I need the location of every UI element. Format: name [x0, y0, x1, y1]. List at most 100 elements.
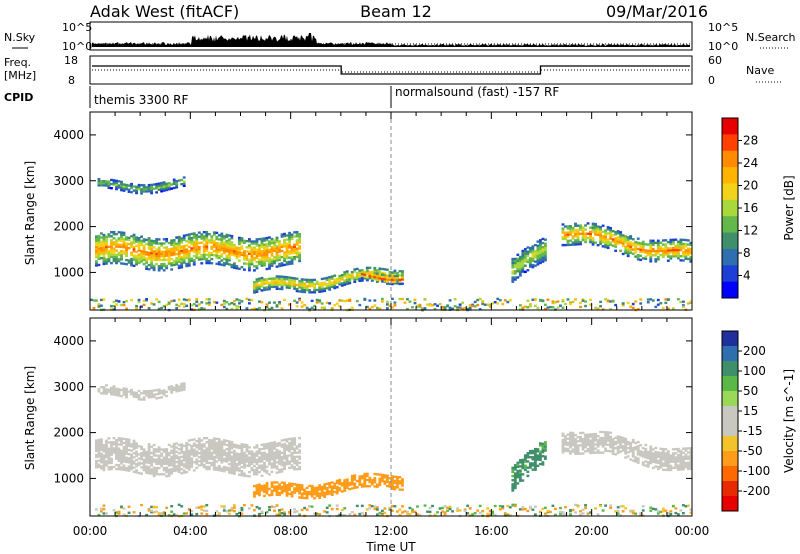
power-cell: [280, 285, 284, 289]
velocity-cell: [283, 455, 286, 458]
power-cell: [536, 263, 540, 266]
velocity-cell: [641, 461, 645, 464]
velocity-cell: [639, 514, 643, 517]
velocity-cell: [516, 473, 520, 477]
power-cell: [604, 235, 608, 238]
velocity-cell: [107, 388, 111, 391]
power-cell: [227, 303, 231, 306]
power-cell: [433, 308, 437, 311]
velocity-cell: [220, 442, 224, 446]
power-cell: [157, 256, 161, 260]
velocity-cell: [112, 389, 116, 392]
power-cell: [290, 258, 294, 261]
velocity-cell: [265, 444, 269, 448]
velocity-cell: [599, 439, 602, 442]
power-cell: [599, 225, 602, 229]
velocity-cell: [538, 452, 542, 455]
velocity-cell: [318, 484, 322, 487]
power-cell: [330, 285, 334, 288]
velocity-cell: [125, 438, 128, 441]
velocity-cell: [155, 448, 159, 451]
power-cell: [391, 297, 394, 301]
velocity-cell: [107, 466, 111, 469]
velocity-cell: [132, 511, 136, 514]
velocity-cell: [561, 440, 565, 444]
velocity-cell: [217, 448, 221, 451]
power-cell: [614, 241, 618, 244]
velocity-cell: [258, 512, 261, 516]
power-cell: [506, 300, 510, 304]
velocity-cell: [157, 450, 161, 453]
power-cell: [157, 258, 161, 262]
velocity-cell: [190, 453, 194, 456]
power-cell: [273, 261, 276, 265]
power-cell: [258, 244, 261, 247]
velocity-cell: [609, 446, 613, 449]
velocity-cell: [268, 505, 271, 509]
velocity-cell: [280, 462, 284, 465]
velocity-cell: [523, 466, 527, 470]
power-cell: [629, 249, 633, 252]
velocity-cell: [518, 508, 522, 511]
nsky-label: N.Sky: [4, 31, 36, 44]
power-cell: [107, 255, 111, 259]
power-cell: [107, 260, 111, 263]
power-cell: [639, 250, 643, 253]
velocity-cell: [684, 449, 688, 452]
velocity-cell: [473, 511, 477, 515]
velocity-cell: [651, 448, 655, 451]
power-cell: [245, 258, 249, 261]
velocity-cell: [122, 452, 126, 455]
power-cell: [318, 290, 322, 293]
velocity-cell: [393, 485, 397, 489]
velocity-cell: [348, 483, 352, 487]
velocity-cell: [649, 449, 653, 452]
velocity-cell: [145, 392, 148, 395]
velocity-cell: [122, 445, 126, 449]
power-cell: [140, 256, 143, 259]
velocity-cell: [624, 439, 628, 443]
power-cell: [313, 291, 317, 294]
power-cell: [656, 298, 660, 302]
velocity-cell: [245, 464, 249, 467]
power-cell: [295, 235, 299, 238]
power-cell: [120, 239, 123, 242]
power-cell: [157, 269, 161, 272]
power-cell: [273, 277, 276, 280]
velocity-cell: [584, 439, 587, 443]
velocity-cell: [157, 466, 161, 470]
velocity-cell: [641, 453, 645, 456]
velocity-cell: [197, 437, 201, 440]
velocity-cell: [170, 389, 174, 392]
power-cell: [265, 251, 269, 254]
velocity-cell: [363, 478, 367, 482]
velocity-cell: [609, 435, 613, 439]
power-cell: [190, 241, 194, 244]
power-cell: [185, 250, 189, 253]
velocity-cell: [516, 469, 520, 473]
velocity-cell: [177, 464, 181, 467]
power-cell: [180, 257, 184, 261]
power-cell: [122, 237, 126, 241]
velocity-cell: [112, 441, 116, 444]
velocity-cell: [380, 473, 384, 477]
power-cell: [210, 257, 214, 261]
velocity-cell: [538, 454, 542, 457]
power-cell: [167, 260, 171, 263]
velocity-cell: [232, 456, 236, 459]
power-cell: [157, 248, 161, 251]
power-cell: [232, 264, 236, 267]
velocity-cell: [273, 509, 276, 512]
power-cell: [536, 246, 540, 250]
power-cell: [596, 233, 600, 237]
velocity-cell: [150, 505, 154, 509]
velocity-cell: [227, 512, 231, 515]
velocity-cell: [235, 466, 239, 470]
velocity-cell: [225, 458, 229, 461]
velocity-cell: [541, 461, 545, 464]
power-cell: [268, 242, 271, 245]
power-cell: [140, 190, 143, 193]
power-cell: [258, 262, 261, 266]
velocity-cell: [275, 485, 279, 488]
velocity-cell: [526, 452, 530, 455]
